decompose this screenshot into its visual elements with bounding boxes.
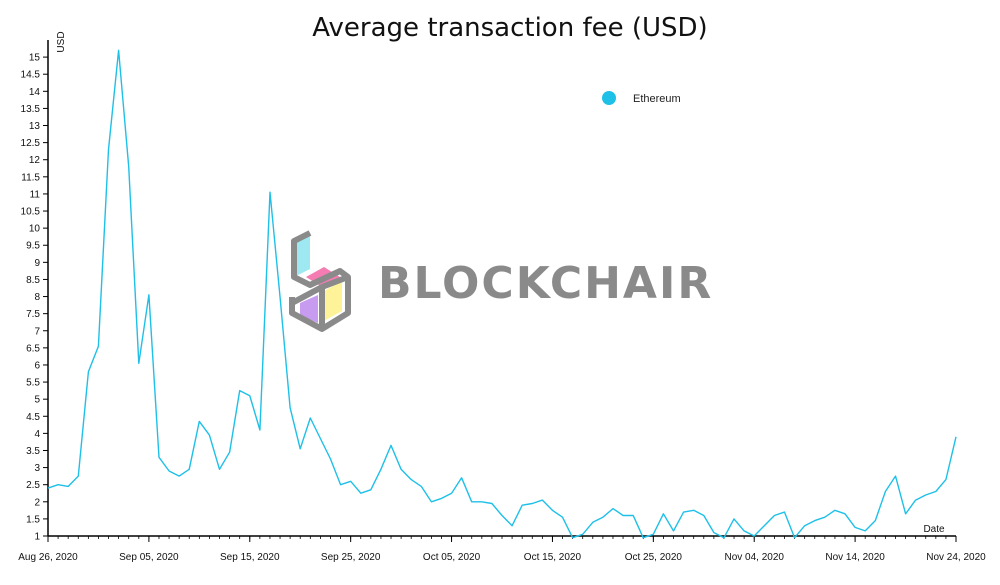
legend-marker: [602, 91, 616, 105]
x-tick-label: Sep 15, 2020: [220, 552, 280, 563]
series-layer: [47, 49, 957, 539]
y-tick-label: 9.5: [26, 241, 40, 252]
y-tick-label: 3: [34, 463, 40, 474]
y-tick-label: 8.5: [26, 275, 40, 286]
x-axis-label: Date: [923, 524, 945, 535]
y-axis-label: USD: [56, 31, 67, 52]
x-tick-label: Oct 05, 2020: [423, 552, 481, 563]
x-tick-label: Aug 26, 2020: [18, 552, 78, 563]
y-tick-label: 6: [34, 360, 40, 371]
y-tick-label: 2.5: [26, 480, 40, 491]
y-tick-label: 13: [29, 121, 41, 132]
y-tick-label: 1: [34, 532, 40, 543]
y-tick-label: 10: [29, 224, 41, 235]
watermark-logo-icon: [289, 230, 351, 332]
y-tick-label: 4.5: [26, 412, 40, 423]
y-tick-label: 5: [34, 395, 40, 406]
y-tick-label: 9: [34, 258, 40, 269]
y-tick-label: 14.5: [21, 70, 41, 81]
y-tick-label: 5.5: [26, 378, 40, 389]
y-tick-label: 14: [29, 87, 41, 98]
y-tick-label: 10.5: [21, 207, 41, 218]
chart-title: Average transaction fee (USD): [312, 13, 707, 43]
x-tick-label: Sep 25, 2020: [321, 552, 381, 563]
y-tick-label: 3.5: [26, 446, 40, 457]
y-tick-label: 4: [34, 429, 40, 440]
legend: Ethereum: [602, 91, 681, 105]
y-tick-label: 11: [30, 189, 41, 200]
y-tick-label: 12: [29, 155, 41, 166]
y-tick-label: 7.5: [26, 309, 40, 320]
y-tick-label: 15: [29, 53, 41, 64]
x-tick-label: Nov 14, 2020: [825, 552, 885, 563]
y-tick-label: 12.5: [21, 138, 41, 149]
x-tick-label: Nov 24, 2020: [926, 552, 986, 563]
y-tick-label: 7: [34, 326, 40, 337]
series-line-ethereum: [47, 49, 957, 539]
watermark: BLOCKCHAIR: [289, 230, 713, 332]
y-tick-label: 13.5: [21, 104, 41, 115]
x-tick-label: Sep 05, 2020: [119, 552, 179, 563]
y-tick-label: 1.5: [26, 514, 40, 525]
y-axis: 11.522.533.544.555.566.577.588.599.51010…: [21, 40, 49, 543]
x-tick-label: Oct 15, 2020: [524, 552, 582, 563]
y-tick-label: 2: [34, 497, 40, 508]
x-axis: Aug 26, 2020 Sep 05, 2020 Sep 15, 2020 Sep …: [18, 535, 986, 563]
y-tick-label: 6.5: [26, 343, 40, 354]
watermark-text: BLOCKCHAIR: [378, 258, 713, 309]
y-tick-label: 8: [34, 292, 40, 303]
x-tick-label: Nov 04, 2020: [724, 552, 784, 563]
legend-label: Ethereum: [633, 93, 681, 105]
x-tick-label: Oct 25, 2020: [625, 552, 683, 563]
y-tick-label: 11.5: [21, 172, 40, 183]
